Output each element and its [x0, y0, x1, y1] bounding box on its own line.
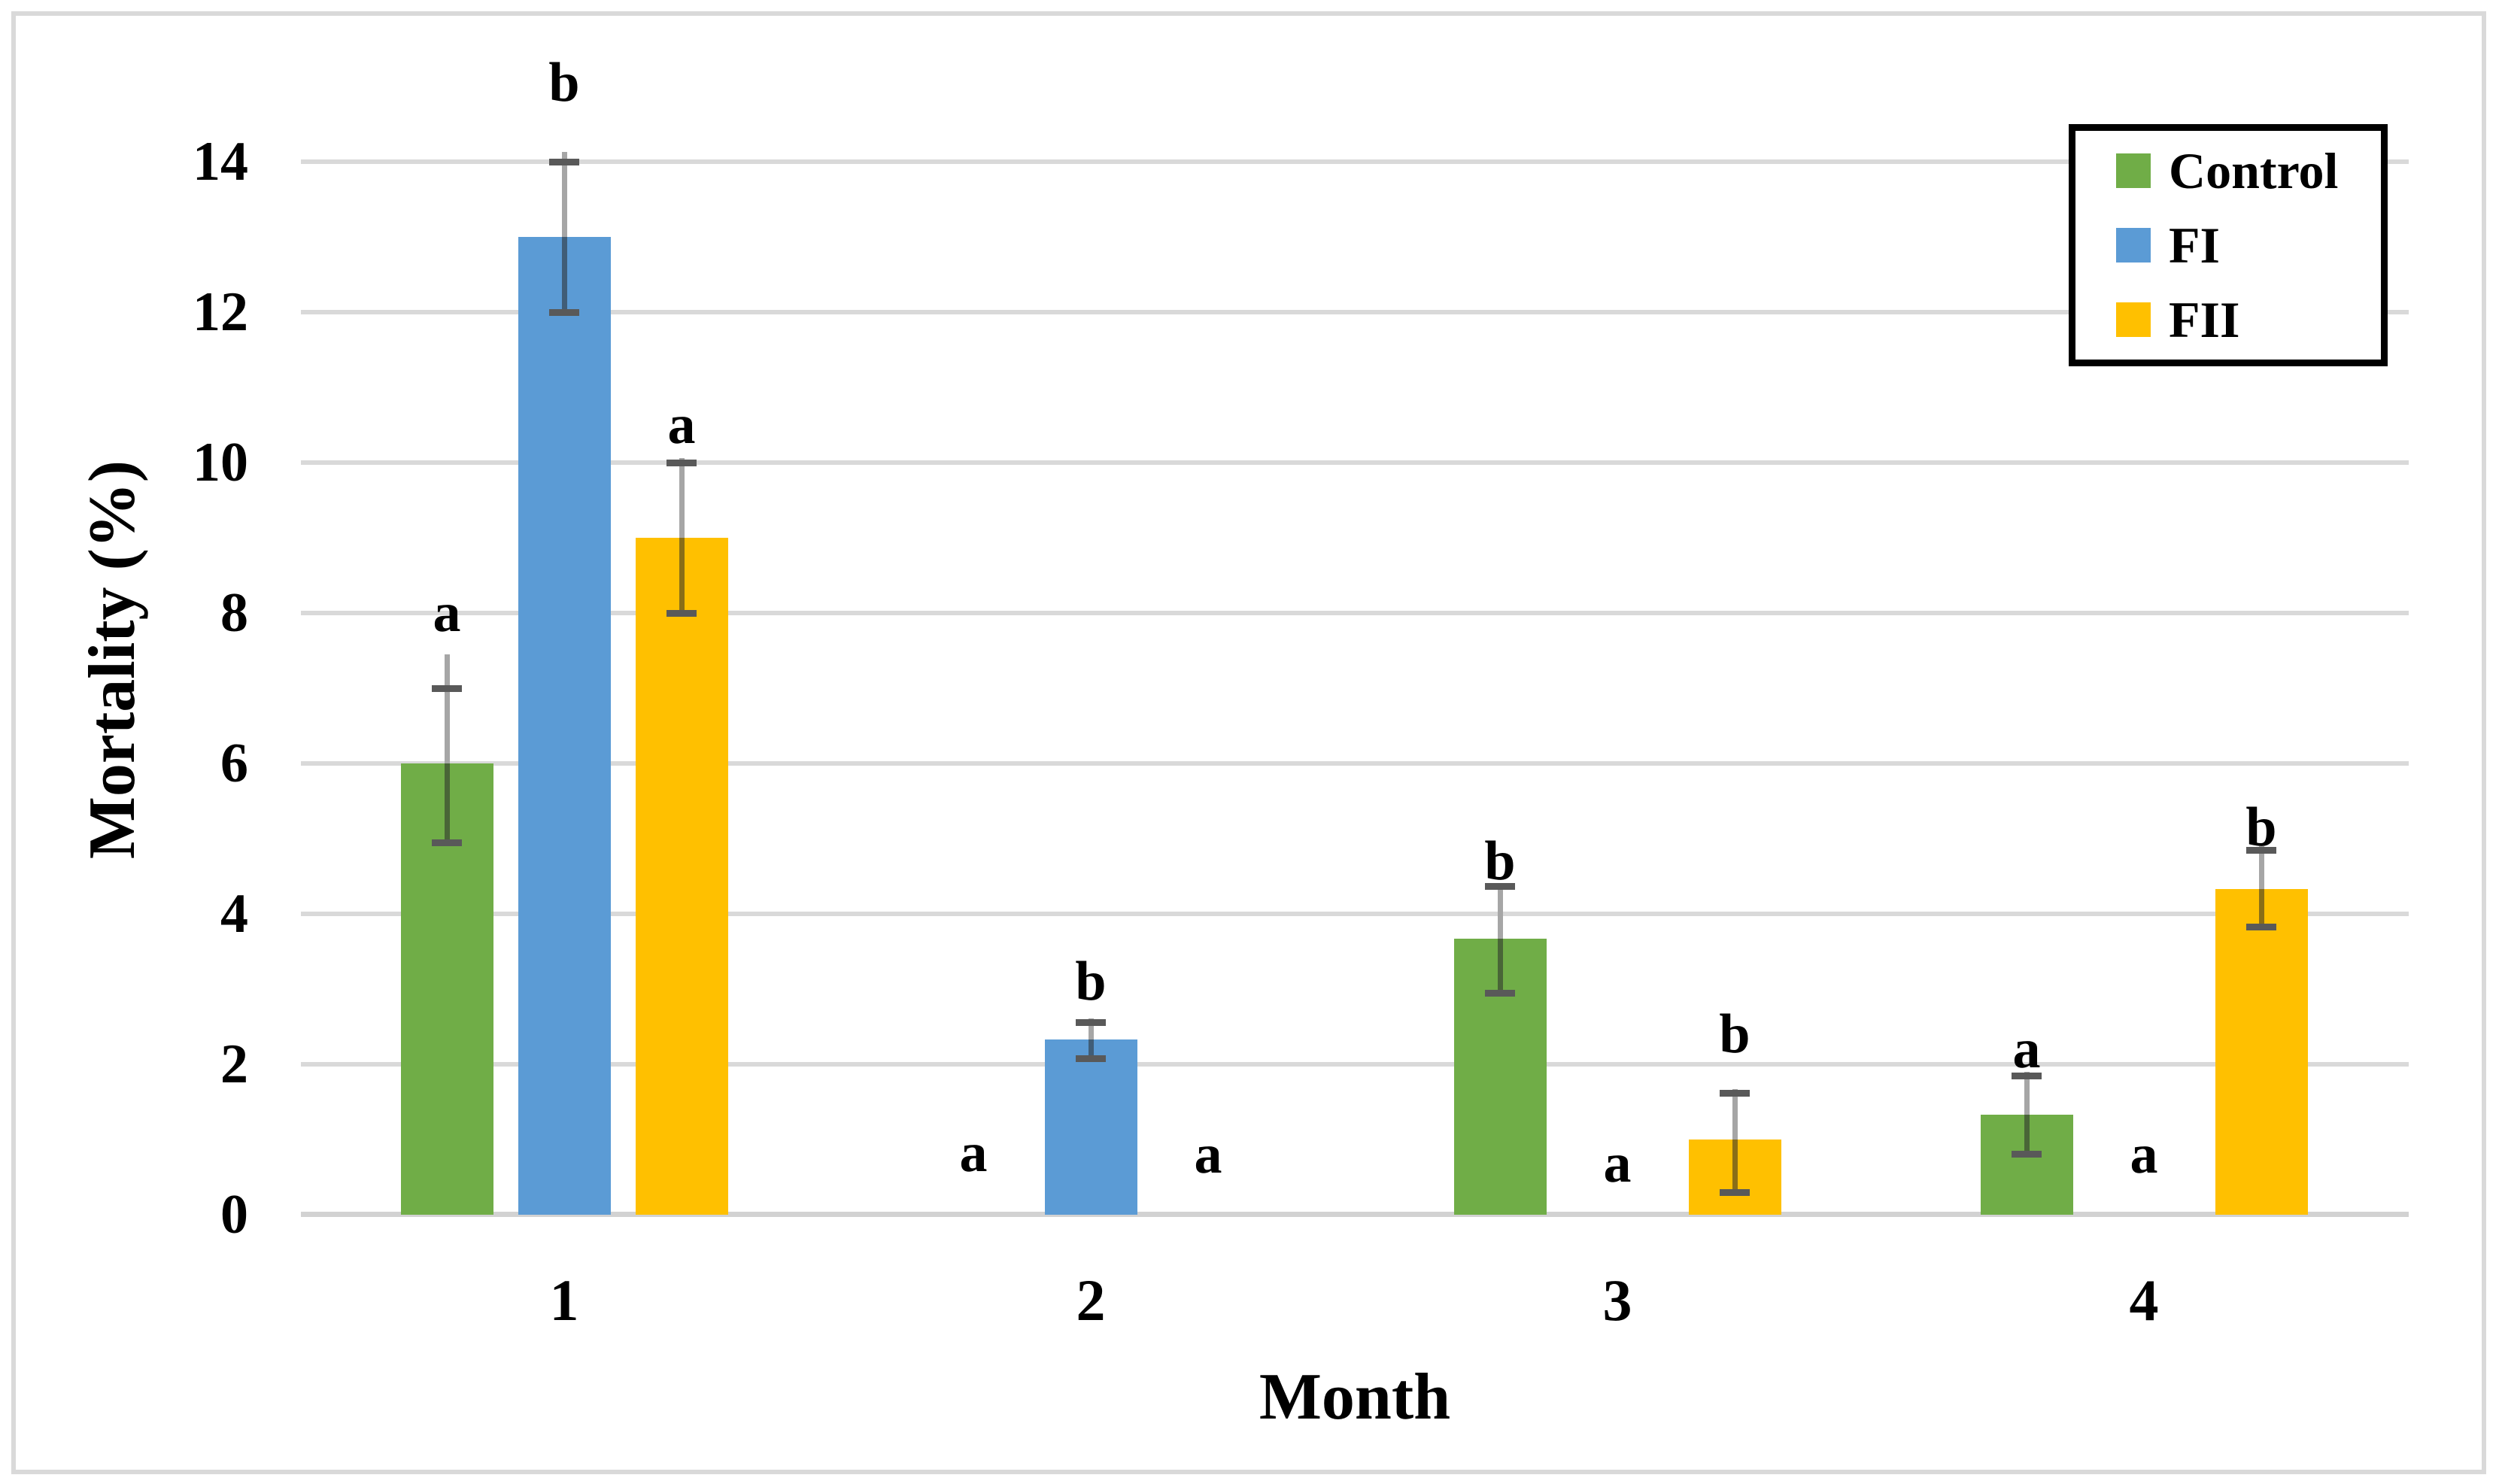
y-tick-label-8: 8	[220, 582, 248, 644]
y-tick-label-4: 4	[220, 883, 248, 945]
significance-letter-fi-month2: b	[1075, 951, 1107, 1012]
legend-label-fii: FII	[2169, 290, 2240, 348]
error-cap-bottom-control-month3	[1485, 989, 1515, 997]
significance-letter-fii-month4: b	[2245, 797, 2277, 858]
legend-swatch-fi-icon	[2116, 228, 2151, 263]
y-tick-label-6: 6	[220, 733, 248, 794]
error-whisker-lower-fii-month4	[2258, 889, 2264, 927]
y-tick-label-10: 10	[193, 432, 248, 493]
legend-label-fi: FI	[2169, 217, 2220, 274]
significance-letter-fi-month1: b	[548, 52, 580, 114]
gridline-y2	[301, 1062, 2409, 1067]
error-whisker-lower-fii-month3	[1732, 1140, 1738, 1192]
significance-letter-fi-month3: a	[1603, 1133, 1632, 1194]
significance-letter-control-month4: a	[2012, 1018, 2041, 1080]
gridline-y12	[301, 310, 2409, 314]
legend-item-fi: FI	[2075, 208, 2381, 283]
error-cap-bottom-control-month4	[2012, 1150, 2042, 1158]
error-whisker-lower-control-month3	[1497, 939, 1503, 993]
bar-fi-month1	[518, 237, 611, 1215]
error-cap-top-fii-month1	[666, 459, 697, 466]
significance-letter-control-month1: a	[433, 582, 461, 644]
gridline-y4	[301, 912, 2409, 916]
error-whisker-upper-control-month3	[1497, 885, 1503, 939]
error-whisker-lower-fii-month1	[679, 538, 685, 613]
legend-item-fii: FII	[2075, 282, 2381, 357]
gridline-y10	[301, 460, 2409, 465]
x-tick-label-2: 2	[1076, 1267, 1106, 1333]
significance-letter-fii-month3: b	[1719, 1003, 1750, 1065]
bar-fii-month4	[2215, 889, 2308, 1215]
gridline-y14	[301, 159, 2409, 164]
error-cap-top-fi-month1	[549, 158, 579, 165]
error-cap-top-control-month4	[2012, 1072, 2042, 1079]
significance-letter-control-month3: b	[1484, 830, 1516, 892]
error-whisker-upper-fii-month4	[2258, 846, 2264, 889]
significance-letter-fii-month1: a	[667, 394, 696, 456]
bar-fii-month1	[635, 538, 728, 1215]
y-tick-label-0: 0	[220, 1184, 248, 1246]
error-whisker-upper-fi-month2	[1088, 1018, 1094, 1039]
x-tick-label-3: 3	[1602, 1267, 1632, 1333]
error-whisker-lower-control-month4	[2024, 1115, 2030, 1154]
error-whisker-upper-control-month1	[444, 654, 450, 763]
error-whisker-lower-control-month1	[444, 763, 450, 842]
error-cap-bottom-fii-month3	[1720, 1188, 1750, 1196]
error-whisker-upper-control-month4	[2024, 1072, 2030, 1115]
error-cap-top-control-month1	[432, 684, 462, 692]
gridline-y8	[301, 611, 2409, 615]
x-tick-label-1: 1	[549, 1267, 579, 1333]
error-cap-top-fii-month4	[2246, 846, 2276, 854]
significance-letter-fii-month2: a	[1194, 1124, 1222, 1185]
plot-area: a a b a b b a a a a b b	[301, 55, 2409, 1217]
error-cap-bottom-control-month1	[432, 839, 462, 846]
error-whisker-upper-fii-month1	[679, 458, 685, 538]
gridline-y6	[301, 761, 2409, 766]
error-cap-bottom-fii-month4	[2246, 923, 2276, 930]
error-cap-bottom-fi-month2	[1076, 1055, 1106, 1062]
error-cap-top-control-month3	[1485, 882, 1515, 890]
x-tick-label-4: 4	[2129, 1267, 2159, 1333]
error-whisker-upper-fi-month1	[561, 152, 567, 237]
error-cap-bottom-fii-month1	[666, 609, 697, 617]
error-whisker-lower-fi-month2	[1088, 1039, 1094, 1058]
error-whisker-upper-fii-month3	[1732, 1089, 1738, 1140]
error-cap-top-fi-month2	[1076, 1018, 1106, 1026]
error-cap-bottom-fi-month1	[549, 308, 579, 316]
bar-fi-month2	[1044, 1039, 1137, 1215]
error-cap-top-fii-month3	[1720, 1089, 1750, 1097]
legend-swatch-control-icon	[2116, 153, 2151, 189]
legend-label-control: Control	[2169, 142, 2339, 200]
legend: Control FI FII	[2069, 124, 2388, 366]
x-axis-title: Month	[1259, 1361, 1451, 1434]
y-tick-label-14: 14	[193, 131, 248, 193]
legend-item-control: Control	[2075, 134, 2381, 208]
significance-letter-fi-month4: a	[2130, 1124, 2158, 1185]
x-axis-baseline	[301, 1212, 2409, 1217]
significance-letter-control-month2: a	[959, 1122, 988, 1184]
y-tick-label-12: 12	[193, 281, 248, 343]
legend-swatch-fii-icon	[2116, 302, 2151, 337]
y-tick-label-2: 2	[220, 1033, 248, 1095]
error-whisker-lower-fi-month1	[561, 237, 567, 312]
